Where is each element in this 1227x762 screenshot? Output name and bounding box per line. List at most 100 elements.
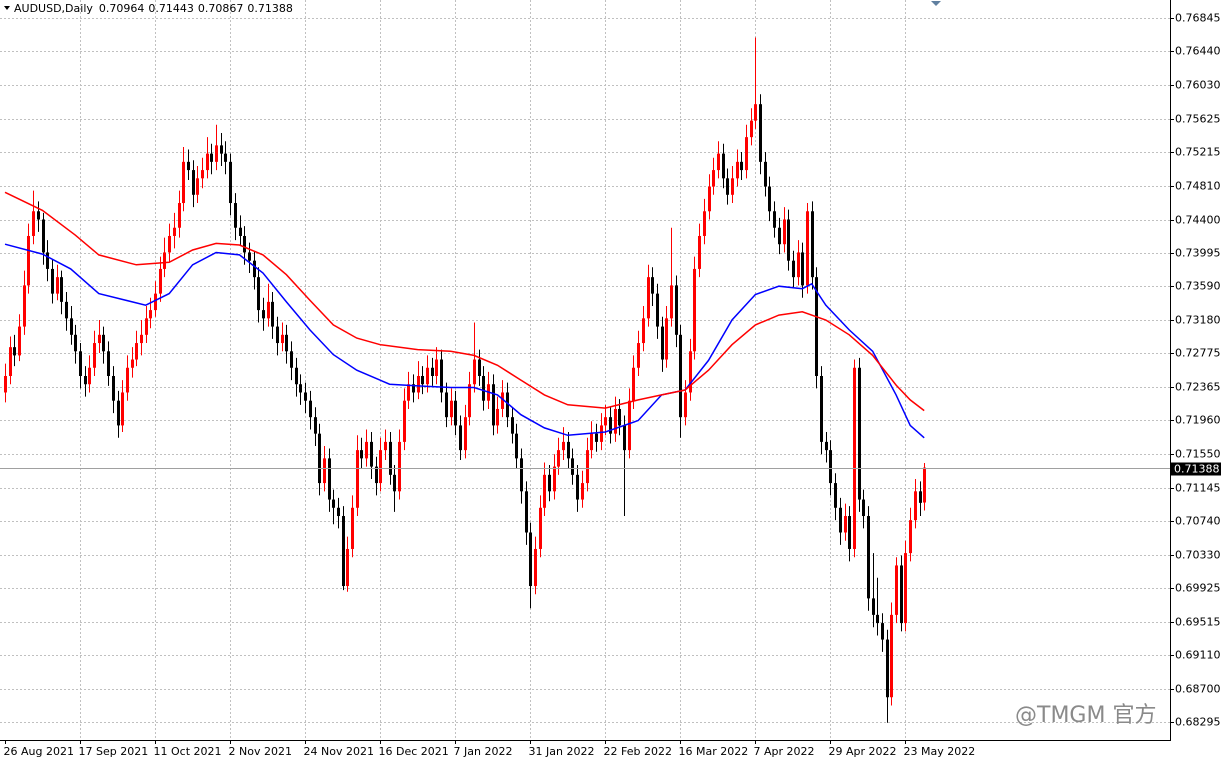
candle-body xyxy=(717,153,720,171)
y-tick-label: 0.73995 xyxy=(1175,247,1221,260)
candle-body xyxy=(407,384,410,401)
candle-body xyxy=(276,326,279,344)
candle-body xyxy=(703,211,706,236)
candle-body xyxy=(426,367,429,385)
menu-triangle[interactable] xyxy=(4,6,10,10)
y-tick-label: 0.71145 xyxy=(1175,482,1221,495)
candle-body xyxy=(609,417,612,434)
candle-body xyxy=(173,227,176,236)
candle-body xyxy=(576,474,579,500)
candle-body xyxy=(604,417,607,426)
candle-body xyxy=(454,400,457,426)
candle-body xyxy=(651,277,654,294)
shift-marker[interactable] xyxy=(931,1,941,6)
candle-body xyxy=(121,392,124,426)
open-value: 0.70964 xyxy=(99,2,145,15)
candle-body xyxy=(42,219,45,253)
y-tick-label: 0.76440 xyxy=(1175,45,1221,58)
candle-body xyxy=(684,392,687,418)
candle-body xyxy=(379,450,382,484)
candle-body xyxy=(253,260,256,278)
candle-body xyxy=(398,441,401,492)
candle-body xyxy=(820,376,823,442)
candle-body xyxy=(56,277,59,294)
candle-body xyxy=(332,499,335,508)
candle-body xyxy=(792,260,795,278)
candle-body xyxy=(60,277,63,302)
candle-body xyxy=(342,516,345,587)
candle-body xyxy=(806,211,809,286)
candle-body xyxy=(590,433,593,451)
candle-body xyxy=(515,433,518,459)
candle-body xyxy=(478,359,481,377)
candle-body xyxy=(600,425,603,442)
candle-body xyxy=(459,425,462,451)
x-tick-label: 2 Nov 2021 xyxy=(229,745,292,758)
y-tick-label: 0.72775 xyxy=(1175,347,1221,360)
candle-body xyxy=(698,235,701,269)
candle-body xyxy=(93,343,96,368)
candle-body xyxy=(370,441,373,467)
candle-body xyxy=(482,376,485,401)
y-tick-label: 0.73590 xyxy=(1175,280,1221,293)
y-tick-label: 0.72365 xyxy=(1175,381,1221,394)
candle-body xyxy=(46,252,49,269)
x-tick-label: 29 Apr 2022 xyxy=(829,745,897,758)
candle-body xyxy=(511,417,514,434)
y-tick-label: 0.68700 xyxy=(1175,683,1221,696)
candle-body xyxy=(881,623,884,640)
candle-body xyxy=(107,351,110,377)
high-value: 0.71443 xyxy=(148,2,194,15)
candle-body xyxy=(403,400,406,442)
candle-body xyxy=(722,153,725,179)
candle-body xyxy=(154,293,157,311)
candle-body xyxy=(126,367,129,393)
candle-body xyxy=(919,491,922,503)
candle-body xyxy=(140,334,143,344)
candle-body xyxy=(356,450,359,508)
candle-body xyxy=(787,219,790,261)
candle-body xyxy=(243,235,246,253)
y-tick-label: 0.69925 xyxy=(1175,582,1221,595)
candle-body xyxy=(890,614,893,698)
candle-body xyxy=(314,417,317,434)
candle-body xyxy=(360,450,363,459)
candle-body xyxy=(102,334,105,352)
candle-body xyxy=(445,392,448,418)
candle-body xyxy=(520,458,523,492)
candle-body xyxy=(417,376,420,393)
chart-header: AUDUSD,Daily 0.70964 0.71443 0.70867 0.71388 xyxy=(14,2,293,15)
candle-body xyxy=(27,235,30,286)
y-tick-label: 0.74400 xyxy=(1175,214,1221,227)
candle-body xyxy=(534,548,537,587)
moving-average xyxy=(4,191,925,412)
candle-body xyxy=(206,153,209,171)
candle-body xyxy=(525,491,528,533)
candle-body xyxy=(872,598,875,615)
candle-body xyxy=(18,326,21,356)
candle-body xyxy=(853,367,856,549)
candle-body xyxy=(79,351,82,377)
candle-body xyxy=(754,104,757,121)
candle-body xyxy=(867,516,870,599)
x-tick-label: 31 Jan 2022 xyxy=(529,745,595,758)
candle-body xyxy=(492,384,495,426)
candle-body xyxy=(239,227,242,236)
candle-body xyxy=(389,441,392,475)
candle-body xyxy=(839,507,842,533)
candle-body xyxy=(337,507,340,517)
candle-body xyxy=(829,450,832,484)
candle-body xyxy=(848,516,851,549)
candle-body xyxy=(84,376,87,385)
candle-body xyxy=(131,359,134,368)
candle-body xyxy=(571,458,574,475)
candle-body xyxy=(299,384,302,393)
candle-body xyxy=(708,186,711,212)
candle-body xyxy=(248,252,251,261)
candle-body xyxy=(628,400,631,451)
candle-body xyxy=(778,227,781,245)
candle-body xyxy=(586,450,589,484)
